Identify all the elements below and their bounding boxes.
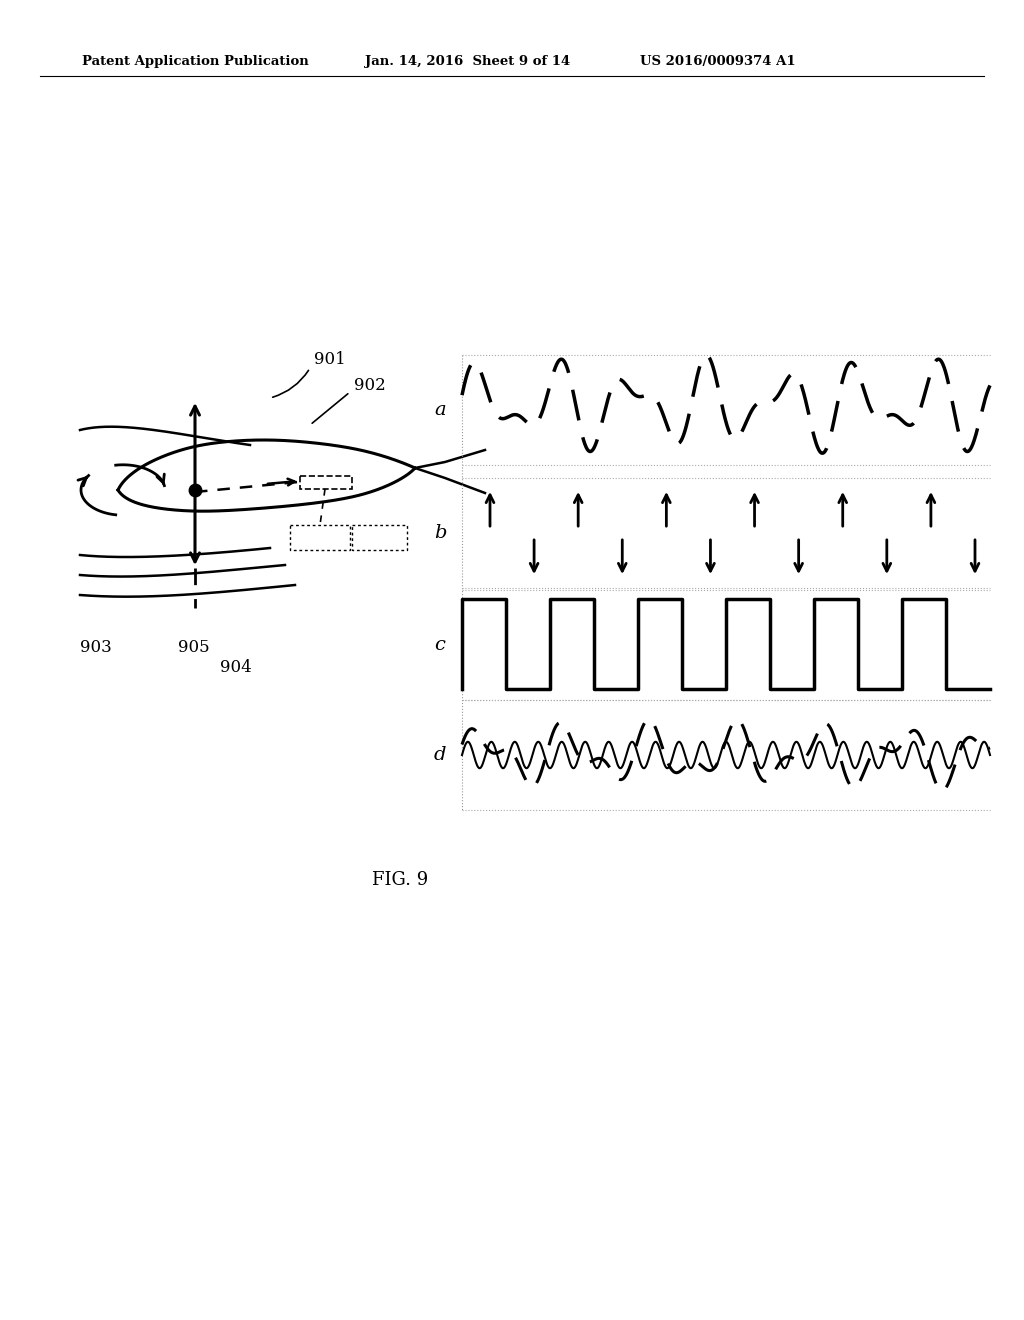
Text: Patent Application Publication: Patent Application Publication [82, 55, 309, 69]
Text: 903: 903 [80, 639, 112, 656]
Text: 905: 905 [178, 639, 210, 656]
Bar [352, 525, 407, 550]
Text: Jan. 14, 2016  Sheet 9 of 14: Jan. 14, 2016 Sheet 9 of 14 [365, 55, 570, 69]
Text: US 2016/0009374 A1: US 2016/0009374 A1 [640, 55, 796, 69]
Bar [290, 525, 350, 550]
Bar [300, 477, 352, 488]
Text: 904: 904 [220, 660, 252, 676]
Text: 901: 901 [314, 351, 346, 368]
Text: a: a [434, 401, 445, 418]
Text: d: d [434, 746, 446, 764]
Text: FIG. 9: FIG. 9 [372, 871, 428, 888]
Text: c: c [434, 636, 445, 653]
Text: b: b [434, 524, 446, 543]
Text: 902: 902 [354, 378, 386, 395]
